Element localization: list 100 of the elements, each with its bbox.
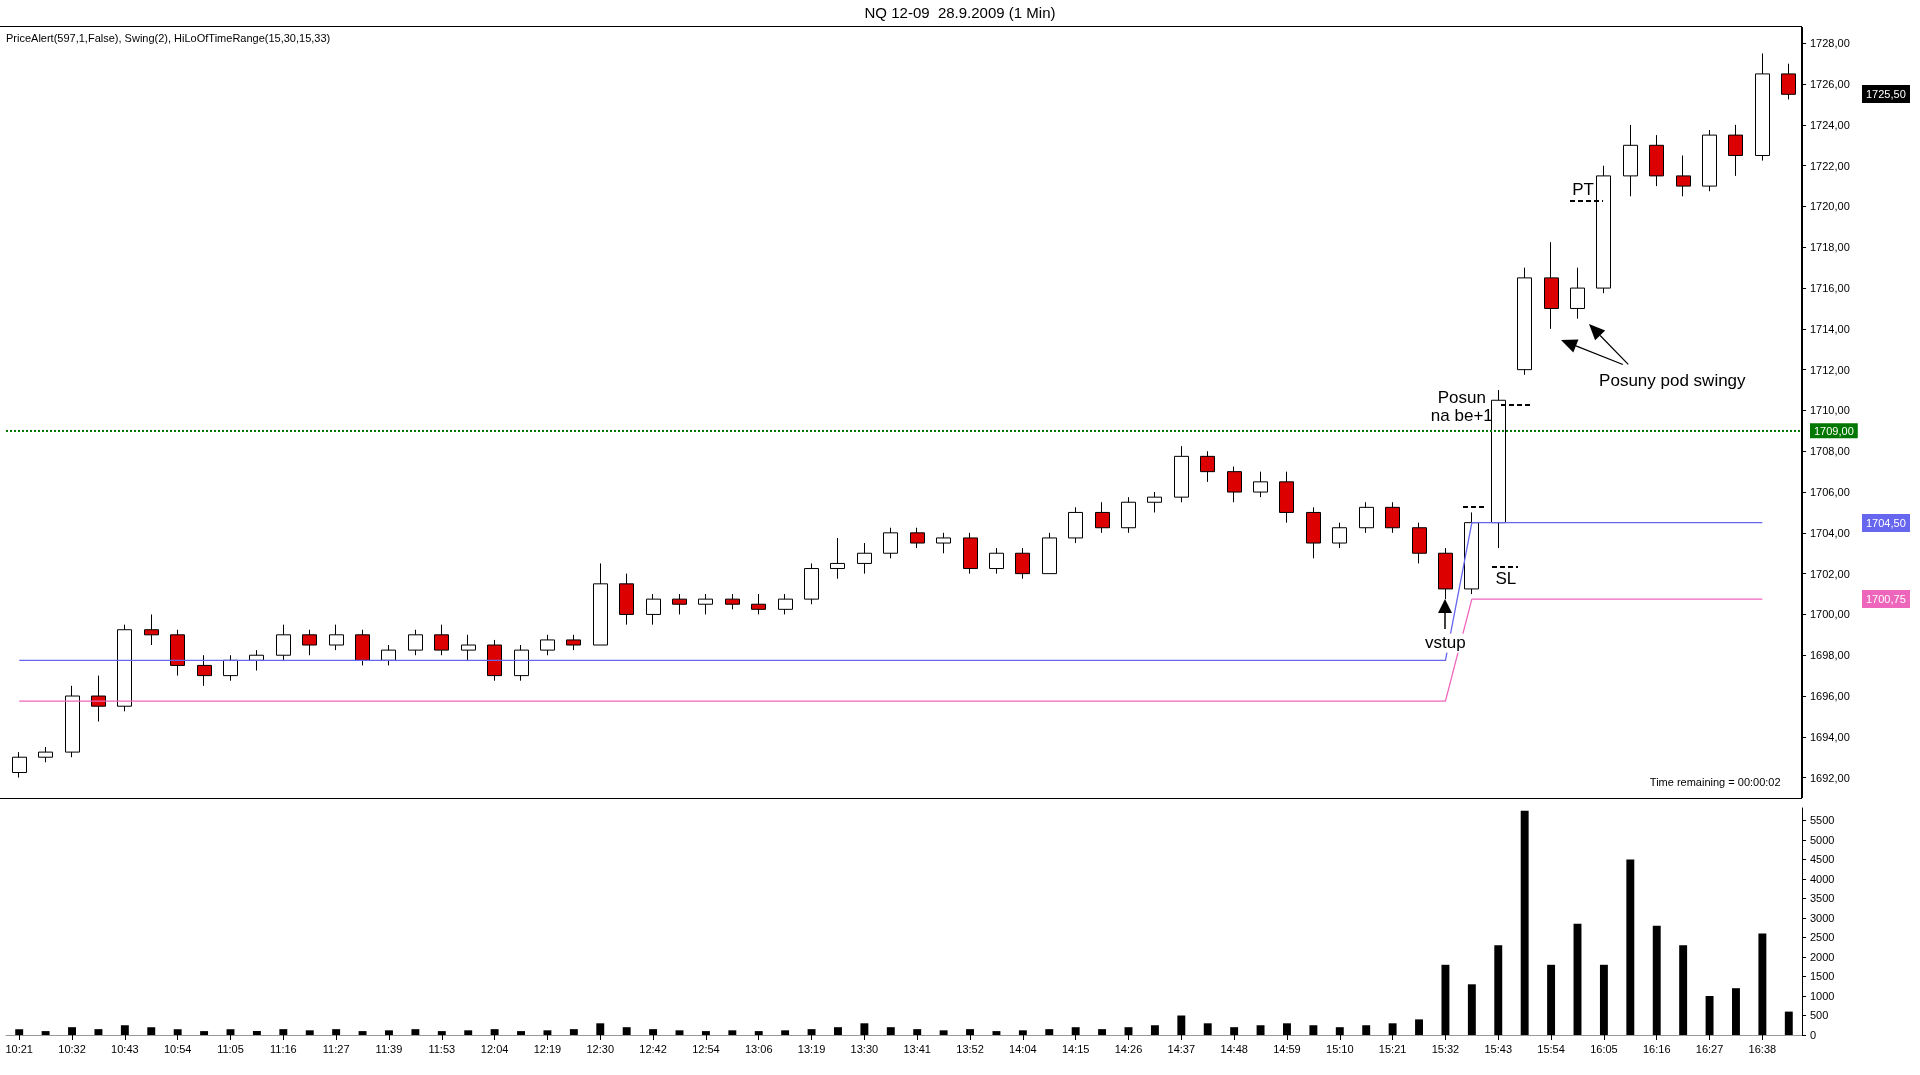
candlestick (1544, 241, 1559, 330)
y-tick-label: 1692,00 (1810, 771, 1850, 784)
candlestick (910, 527, 925, 549)
x-tick-label: 12:54 (692, 1042, 720, 1055)
bar (464, 1030, 473, 1035)
candlestick (1781, 63, 1796, 100)
candlestick (197, 654, 212, 687)
x-tick-label: 14:59 (1273, 1042, 1301, 1055)
y-tick-label: 1728,00 (1810, 37, 1850, 50)
bar (1626, 859, 1635, 1035)
candlestick (540, 634, 555, 656)
x-tick-label: 11:05 (217, 1042, 244, 1055)
candlestick (12, 751, 27, 779)
annotation: Posun na be+1 (1430, 387, 1493, 427)
bar (939, 1030, 948, 1035)
y-tick-label: 2000 (1810, 950, 1835, 963)
bar (675, 1030, 684, 1035)
y-tick-label: 4500 (1810, 853, 1835, 866)
candlestick (963, 532, 978, 575)
x-tick-label: 10:54 (163, 1042, 192, 1055)
candlestick (38, 746, 53, 763)
y-tick-label: 5000 (1810, 833, 1835, 846)
x-tick-label: 15:10 (1326, 1042, 1354, 1055)
bar (147, 1027, 156, 1035)
bar (1309, 1025, 1318, 1035)
x-tick-label: 15:21 (1378, 1042, 1407, 1055)
x-tick-label: 10:43 (111, 1042, 139, 1055)
candlestick (1121, 496, 1136, 534)
candlestick (381, 644, 396, 666)
y-tick-label: 1704,00 (1810, 526, 1850, 539)
candlestick (804, 562, 819, 605)
x-tick-label: 12:19 (533, 1042, 562, 1055)
y-tick-label: 1720,00 (1810, 200, 1850, 213)
bar (517, 1031, 525, 1035)
candlestick (1068, 506, 1083, 544)
candlestick (883, 527, 898, 559)
candlestick (698, 593, 713, 615)
candlestick (1596, 165, 1611, 294)
candlestick (514, 644, 529, 682)
candlestick (276, 624, 291, 661)
bar (41, 1031, 50, 1035)
x-tick-label: 14:48 (1220, 1042, 1248, 1055)
bar (1415, 1019, 1423, 1035)
candlestick (1253, 471, 1268, 498)
candlestick (830, 537, 845, 580)
candlestick (1728, 124, 1743, 177)
x-tick-label: 14:15 (1061, 1042, 1090, 1055)
candlestick (1200, 450, 1215, 483)
x-tick-label: 11:16 (269, 1042, 297, 1055)
x-tick-label: 12:42 (639, 1042, 667, 1055)
x-tick-label: 15:54 (1537, 1042, 1565, 1055)
annotation: vstup (1425, 632, 1466, 653)
bar (200, 1031, 209, 1035)
y-tick-label: 1694,00 (1810, 730, 1850, 743)
ref-line-label: 1709,00 (1814, 424, 1854, 437)
candlestick (1412, 522, 1427, 564)
y-tick-label: 1700,00 (1810, 608, 1850, 621)
candlestick (593, 562, 608, 646)
y-tick-label: 1708,00 (1810, 445, 1850, 458)
bar (1520, 810, 1529, 1035)
candlestick (1359, 501, 1374, 534)
y-tick-label: 1696,00 (1810, 690, 1850, 703)
text: 1700,75 (1862, 590, 1910, 609)
candlestick (1332, 522, 1347, 549)
candlestick (1438, 547, 1453, 600)
annotation: PriceAlert(597,1,False), Swing(2), HiLoOfTimeRange(15,30,15,33) (6, 31, 331, 45)
candlestick (1570, 267, 1585, 320)
x-tick-label: 10:32 (58, 1042, 86, 1055)
x-tick-label: 14:04 (1009, 1042, 1037, 1055)
bar (728, 1030, 737, 1035)
bar (94, 1029, 103, 1035)
candlestick (408, 629, 423, 656)
y-tick-label: 1716,00 (1810, 282, 1850, 295)
candlestick (1702, 129, 1717, 192)
candlestick (65, 685, 80, 758)
x-tick-label: 11:39 (375, 1042, 403, 1055)
candlestick (1042, 532, 1057, 575)
y-tick-label: 3500 (1810, 892, 1835, 905)
x-tick-label: 16:38 (1748, 1042, 1777, 1055)
candlestick (461, 634, 476, 661)
x-tick-label: 11:53 (428, 1042, 456, 1055)
bar (1784, 1011, 1793, 1035)
x-tick-label: 11:27 (322, 1042, 350, 1055)
candlestick (1676, 155, 1691, 197)
bar (411, 1029, 420, 1035)
candlestick (355, 629, 370, 666)
bar (1098, 1029, 1107, 1035)
candlestick (487, 639, 502, 682)
y-tick-label: 1706,00 (1810, 486, 1850, 499)
candlestick (1755, 53, 1770, 162)
y-tick-label: 1714,00 (1810, 322, 1850, 335)
candlestick (1015, 547, 1030, 580)
annotation: SL (1495, 568, 1517, 589)
text: 1704,50 (1862, 513, 1910, 532)
bar (305, 1030, 314, 1035)
x-tick-label: 14:37 (1167, 1042, 1196, 1055)
x-tick-label: 16:27 (1695, 1042, 1724, 1055)
candlestick (989, 547, 1004, 575)
bar (886, 1027, 895, 1035)
y-tick-label: 2500 (1810, 931, 1835, 944)
